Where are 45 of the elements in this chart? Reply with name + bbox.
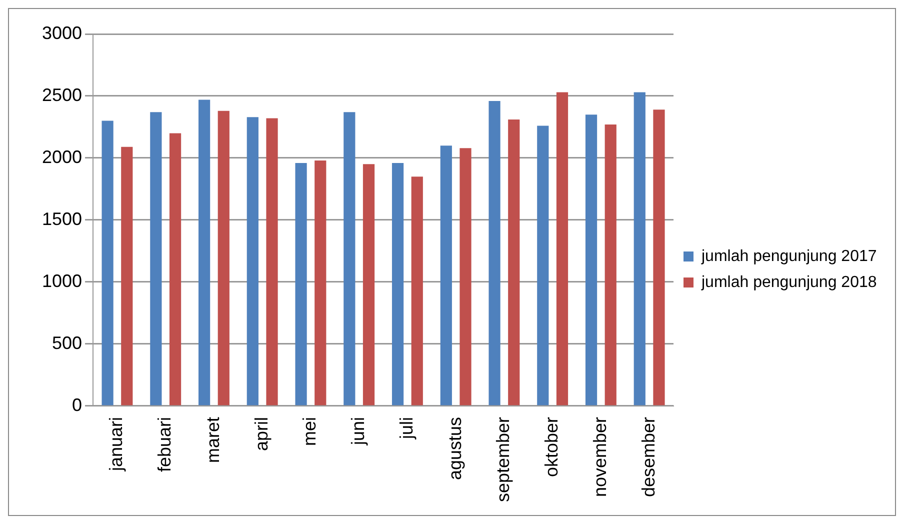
y-tick-label: 2500 [42,84,82,105]
bar [460,148,472,406]
x-tick-label: mei [300,416,320,446]
y-tick-label: 1000 [42,270,82,291]
legend-label: jumlah pengunjung 2017 [700,248,877,265]
bar [411,176,423,406]
x-tick-label: maret [202,416,223,463]
bar [102,120,114,406]
legend-label: jumlah pengunjung 2018 [700,274,877,291]
bar [556,92,568,406]
bar [653,110,665,406]
x-tick-label: september [493,416,514,502]
bar [198,100,210,406]
bar [150,112,162,406]
x-tick-label: juni [348,416,368,446]
bar [295,162,307,406]
bar [362,164,375,406]
y-tick-label: 0 [72,394,82,415]
bar [121,146,133,406]
x-tick-label: febuari [154,416,175,472]
bar [392,162,404,406]
bar [344,112,356,406]
y-tick-label: 500 [52,332,82,353]
bar [488,100,500,406]
bar [508,120,520,406]
bar [246,117,258,406]
bar [585,114,598,406]
x-tick-label: juli [396,416,416,440]
bar [604,124,616,406]
y-tick-label: 2000 [42,146,82,167]
bar [634,92,646,406]
x-tick-label: november [590,416,610,498]
bar [218,110,230,406]
y-tick-label: 1500 [42,208,82,229]
x-tick-label: januari [106,416,126,472]
x-tick-label: desember [638,416,658,498]
bar [537,126,549,406]
bar [440,146,452,406]
x-tick-label: april [251,416,272,451]
y-tick-label: 3000 [42,22,82,43]
bar [169,133,182,406]
bar [266,118,278,406]
bar [314,160,326,406]
x-tick-label: oktober [542,416,562,478]
x-tick-label: agustus [444,416,465,480]
